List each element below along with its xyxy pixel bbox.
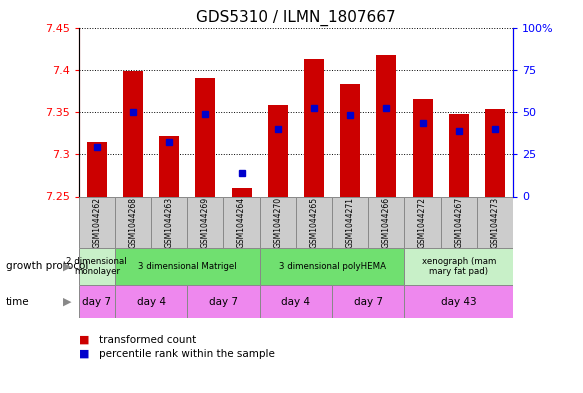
- Bar: [377, 55, 396, 196]
- Bar: [187, 285, 259, 318]
- Bar: [332, 196, 368, 248]
- Text: ■: ■: [79, 349, 89, 359]
- Bar: [259, 285, 332, 318]
- Bar: [79, 196, 115, 248]
- Bar: [187, 196, 223, 248]
- Bar: [485, 110, 505, 196]
- Text: 3 dimensional Matrigel: 3 dimensional Matrigel: [138, 262, 237, 271]
- Text: growth protocol: growth protocol: [6, 261, 88, 271]
- Bar: [115, 248, 259, 285]
- Text: ■: ■: [79, 335, 89, 345]
- Text: transformed count: transformed count: [99, 335, 196, 345]
- Bar: [340, 84, 360, 196]
- Bar: [332, 285, 405, 318]
- Text: GSM1044268: GSM1044268: [128, 196, 138, 248]
- Text: day 7: day 7: [354, 297, 383, 307]
- Text: percentile rank within the sample: percentile rank within the sample: [99, 349, 275, 359]
- Text: day 7: day 7: [82, 297, 111, 307]
- Bar: [405, 248, 513, 285]
- Text: GSM1044265: GSM1044265: [310, 196, 318, 248]
- Text: 3 dimensional polyHEMA: 3 dimensional polyHEMA: [279, 262, 385, 271]
- Bar: [259, 248, 405, 285]
- Text: day 4: day 4: [282, 297, 310, 307]
- Bar: [87, 141, 107, 196]
- Text: GSM1044272: GSM1044272: [418, 196, 427, 248]
- Title: GDS5310 / ILMN_1807667: GDS5310 / ILMN_1807667: [196, 10, 396, 26]
- Text: xenograph (mam
mary fat pad): xenograph (mam mary fat pad): [422, 257, 496, 276]
- Text: GSM1044262: GSM1044262: [92, 196, 101, 248]
- Bar: [296, 196, 332, 248]
- Bar: [115, 285, 187, 318]
- Bar: [477, 196, 513, 248]
- Text: GSM1044264: GSM1044264: [237, 196, 246, 248]
- Text: time: time: [6, 297, 30, 307]
- Text: ▶: ▶: [63, 261, 71, 271]
- Bar: [223, 196, 259, 248]
- Bar: [304, 59, 324, 196]
- Bar: [259, 196, 296, 248]
- Bar: [413, 99, 433, 196]
- Bar: [123, 72, 143, 196]
- Text: day 4: day 4: [136, 297, 166, 307]
- Text: day 43: day 43: [441, 297, 476, 307]
- Bar: [151, 196, 187, 248]
- Bar: [115, 196, 151, 248]
- Text: GSM1044270: GSM1044270: [273, 196, 282, 248]
- Text: day 7: day 7: [209, 297, 238, 307]
- Text: ▶: ▶: [63, 297, 71, 307]
- Text: GSM1044271: GSM1044271: [346, 196, 354, 248]
- Text: GSM1044263: GSM1044263: [164, 196, 174, 248]
- Bar: [195, 78, 215, 196]
- Bar: [159, 136, 179, 196]
- Text: GSM1044273: GSM1044273: [490, 196, 500, 248]
- Text: GSM1044267: GSM1044267: [454, 196, 463, 248]
- Bar: [231, 188, 251, 196]
- Bar: [441, 196, 477, 248]
- Bar: [405, 285, 513, 318]
- Text: GSM1044269: GSM1044269: [201, 196, 210, 248]
- Bar: [268, 105, 288, 196]
- Bar: [368, 196, 405, 248]
- Bar: [449, 114, 469, 196]
- Text: GSM1044266: GSM1044266: [382, 196, 391, 248]
- Bar: [79, 248, 115, 285]
- Bar: [79, 285, 115, 318]
- Text: 2 dimensional
monolayer: 2 dimensional monolayer: [66, 257, 127, 276]
- Bar: [405, 196, 441, 248]
